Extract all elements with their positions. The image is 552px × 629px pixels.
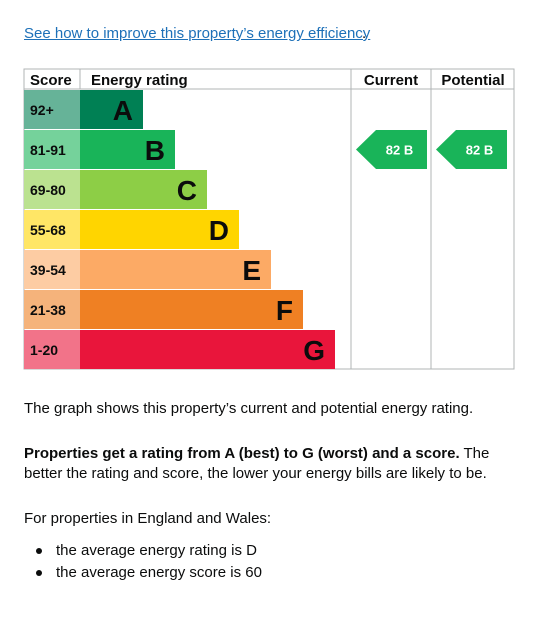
header-current: Current (364, 72, 418, 89)
improve-energy-efficiency-link[interactable]: See how to improve this property’s energ… (24, 25, 371, 42)
bullet-icon (36, 548, 42, 554)
rating-bar-e (80, 250, 271, 289)
rating-letter-b: B (145, 135, 165, 166)
header-score: Score (30, 72, 72, 89)
list-item: the average energy score is 60 (24, 562, 262, 584)
rating-explanation-bold: Properties get a rating from A (best) to… (24, 445, 460, 462)
current-rating-arrow-label: 82 B (386, 143, 413, 158)
score-cell-e (24, 250, 80, 289)
rating-letter-e: E (242, 255, 261, 286)
header-energy-rating: Energy rating (91, 72, 188, 89)
score-cell-c (24, 170, 80, 209)
score-range-label-f: 21-38 (30, 302, 66, 318)
potential-rating-arrow (436, 130, 507, 169)
score-range-label-c: 69-80 (30, 182, 66, 198)
rating-bands: 92+ A 81-91 B 69-80 C 55-68 D 39-54 E 21-38 F 1-20 G (24, 90, 335, 369)
rating-letter-g: G (303, 335, 325, 366)
rating-bar-b (80, 130, 175, 169)
rating-bar-c (80, 170, 207, 209)
bullet-icon (36, 570, 42, 576)
score-cell-b (24, 130, 80, 169)
score-range-label-a: 92+ (30, 102, 54, 118)
rating-letter-f: F (276, 295, 293, 326)
rating-bar-g (80, 330, 335, 369)
score-range-label-b: 81-91 (30, 142, 66, 158)
graph-description: The graph shows this property’s current … (24, 400, 474, 417)
score-range-label-g: 1-20 (30, 342, 58, 358)
rating-letter-a: A (113, 95, 133, 126)
rating-bar-f (80, 290, 303, 329)
header-potential: Potential (441, 72, 504, 89)
link-trailing-dot: . (362, 25, 367, 42)
list-item-text: the average energy rating is D (56, 542, 257, 559)
current-rating-arrow (356, 130, 427, 169)
rating-letter-c: C (177, 175, 197, 206)
rating-arrows: 82 B 82 B (356, 130, 507, 169)
score-cell-f (24, 290, 80, 329)
list-item: the average energy rating is D (24, 540, 262, 562)
rating-explanation-rest: The better the rating and score, the low… (24, 445, 490, 482)
score-cell-a (24, 90, 80, 129)
potential-rating-arrow-label: 82 B (466, 143, 493, 158)
rating-bar-a (80, 90, 143, 129)
rating-bar-d (80, 210, 239, 249)
score-cell-d (24, 210, 80, 249)
score-cell-g (24, 330, 80, 369)
england-wales-intro: For properties in England and Wales: (24, 510, 272, 527)
rating-explanation: Properties get a rating from A (best) to… (24, 444, 524, 484)
rating-letter-d: D (209, 215, 229, 246)
list-item-text: the average energy score is 60 (56, 564, 262, 581)
averages-list: the average energy rating is D the avera… (24, 540, 262, 584)
score-range-label-e: 39-54 (30, 262, 66, 278)
score-range-label-d: 55-68 (30, 222, 66, 238)
